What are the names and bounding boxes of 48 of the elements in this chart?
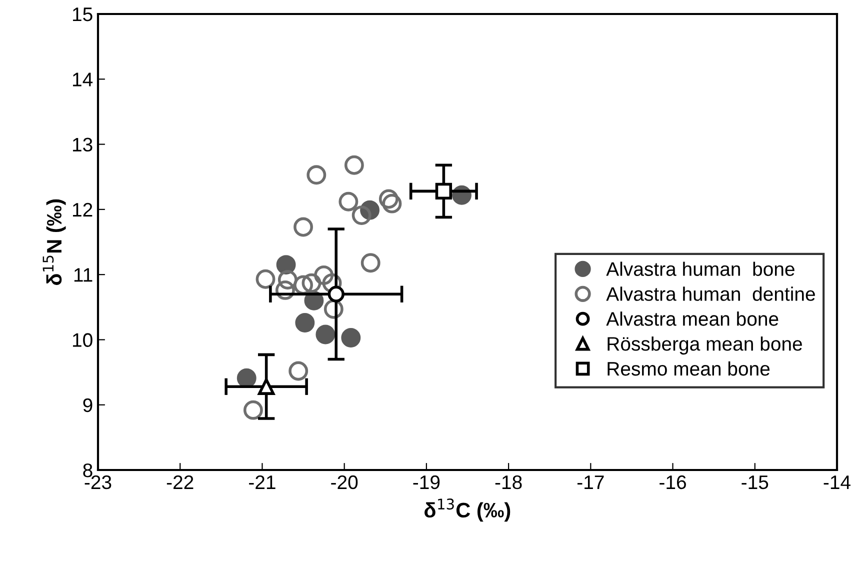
x-tick-label: -19 [413,475,440,490]
point [344,155,364,175]
x-tick-label: -23 [84,475,112,490]
x-tick-label: -14 [824,476,850,489]
legend-label: Resmo mean bone [608,361,770,376]
y-tick-label: 15 [72,8,92,22]
x-axis-title: δ$^{13}$C (‰) [424,498,510,522]
x-tick-label: -15 [742,476,768,490]
x-tick-label: -20 [331,475,358,490]
y-tick-label: 9 [83,398,92,412]
x-tick-label: -22 [166,475,194,489]
point [294,217,313,237]
y-tick-label: 14 [72,72,93,86]
y-tick-label: 10 [72,333,92,347]
point [352,206,372,226]
legend-label: Alvastra mean bone [606,312,778,326]
x-tick-label: -16 [660,475,686,490]
legend-label: Rössberga mean bone [608,336,802,355]
point [306,165,326,185]
point [295,313,315,332]
point [243,400,263,420]
point [382,194,402,214]
point [360,253,380,273]
y-tick-label: 13 [72,138,92,152]
y-tick-label: 8 [83,463,92,478]
point [302,273,322,293]
x-tick-label: -21 [249,475,276,489]
x-tick-label: -17 [577,476,604,489]
point [278,270,298,290]
legend-label: Alvastra human dentine [606,286,815,301]
y-tick-label: 11 [74,268,92,282]
x-tick-label: -18 [495,475,522,490]
point [314,266,334,285]
point [316,324,336,344]
point [338,192,358,212]
y-tick-label: 12 [72,202,92,216]
point [328,286,344,302]
point [322,273,342,293]
y-axis-title: δ$^{15}$N (‰) [42,199,66,285]
point [276,255,296,275]
point [288,361,308,381]
point [341,328,361,348]
point [378,189,398,209]
point [324,299,344,319]
point [435,182,452,200]
point [256,269,276,289]
point [258,378,275,395]
legend-label: Alvastra human bone [606,262,794,276]
